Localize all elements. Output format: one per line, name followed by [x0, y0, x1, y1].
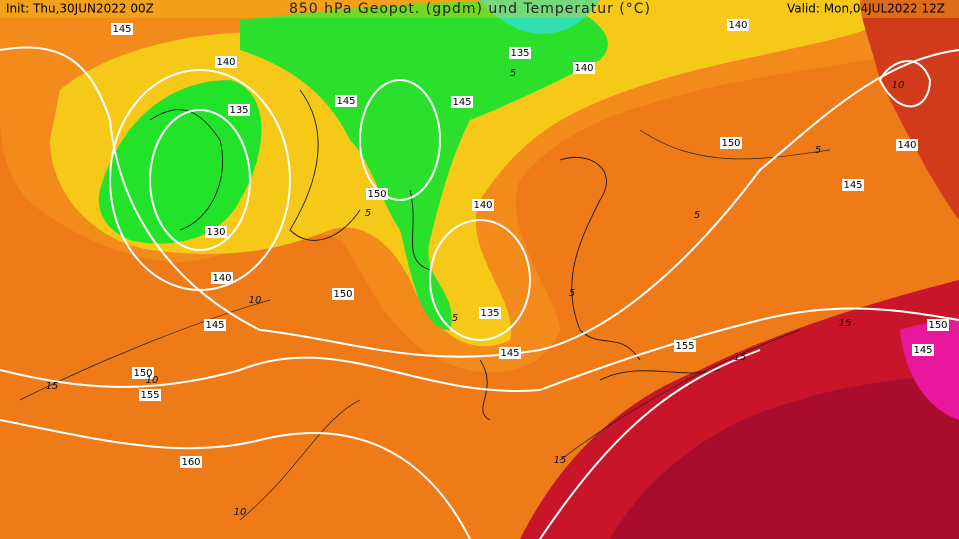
label-box — [509, 47, 531, 59]
isohypse — [0, 419, 471, 539]
init-time: Init: Thu,30JUN2022 00Z — [6, 2, 154, 16]
geopotential-label: 145 — [843, 180, 862, 191]
isohypse — [878, 60, 932, 108]
label-box — [205, 226, 227, 238]
label-box — [674, 340, 696, 352]
label-box — [727, 19, 749, 31]
temperature-label: 10 — [234, 507, 247, 518]
label-box — [451, 96, 473, 108]
label-box — [912, 344, 934, 356]
geopotential-label: 135 — [229, 105, 248, 116]
label-box — [204, 319, 226, 331]
geopotential-label: 140 — [216, 57, 235, 68]
isohypse — [0, 46, 959, 358]
map-title: 850 hPa Geopot. (gpdm) und Temperatur (°… — [289, 1, 651, 17]
isohypse — [149, 109, 251, 251]
label-box — [139, 389, 161, 401]
geopotential-label: 150 — [721, 138, 740, 149]
green-field — [98, 80, 262, 244]
label-box — [111, 23, 133, 35]
label-box — [842, 179, 864, 191]
label-box — [720, 137, 742, 149]
temperature-contour — [19, 129, 831, 521]
label-box — [228, 104, 250, 116]
geopotential-label: 140 — [473, 200, 492, 211]
hot-field — [610, 370, 959, 539]
geopotential-label: 140 — [212, 273, 231, 284]
geopotential-label: 145 — [336, 96, 355, 107]
label-box — [472, 199, 494, 211]
geopotential-label: 155 — [140, 390, 159, 401]
temperature-label: 10 — [249, 295, 262, 306]
label-box — [132, 367, 154, 379]
temperature-label: 5 — [694, 210, 700, 221]
temperature-label: 10 — [146, 375, 159, 386]
temperature-label: 5 — [510, 68, 516, 79]
green-field — [240, 0, 608, 330]
label-box — [896, 139, 918, 151]
temperature-label: 5 — [452, 313, 458, 324]
geopotential-label: 145 — [112, 24, 131, 35]
geopotential-label: 150 — [333, 289, 352, 300]
geopotential-label: 160 — [181, 457, 200, 468]
isohypse — [359, 79, 441, 201]
valid-time: Valid: Mon,04JUL2022 12Z — [787, 2, 945, 16]
label-box — [211, 272, 233, 284]
geopotential-contours — [0, 46, 959, 539]
isohypse — [0, 307, 959, 392]
label-box — [366, 188, 388, 200]
geopotential-label: 150 — [133, 368, 152, 379]
temperature-label: 15 — [46, 381, 59, 392]
geopotential-label: 145 — [913, 345, 932, 356]
temperature-label: 5 — [569, 288, 575, 299]
geopotential-label: 140 — [897, 140, 916, 151]
geopotential-label: 145 — [452, 97, 471, 108]
label-box — [180, 456, 202, 468]
geopotential-label: 135 — [510, 48, 529, 59]
label-box — [479, 307, 501, 319]
label-box — [927, 319, 949, 331]
label-box — [573, 62, 595, 74]
temperature-label: 10 — [892, 80, 905, 91]
label-box — [215, 56, 237, 68]
temperature-label: 15 — [734, 352, 747, 363]
contour-labels: 1451401351301401451501551601501451501451… — [46, 19, 949, 518]
temperature-label: 5 — [365, 208, 371, 219]
geopotential-label: 145 — [205, 320, 224, 331]
geopotential-label: 150 — [367, 189, 386, 200]
temperature-label: 15 — [554, 455, 567, 466]
geopotential-label: 145 — [500, 348, 519, 359]
isohypse — [539, 349, 761, 539]
geopotential-label: 130 — [206, 227, 225, 238]
geopotential-label: 140 — [728, 20, 747, 31]
cyan-field — [480, 0, 600, 34]
temperature-label: 15 — [839, 318, 852, 329]
geopotential-label: 150 — [928, 320, 947, 331]
geopotential-label: 135 — [480, 308, 499, 319]
geopotential-label: 140 — [574, 63, 593, 74]
label-box — [499, 347, 521, 359]
label-box — [332, 288, 354, 300]
label-box — [335, 95, 357, 107]
temperature-label: 5 — [815, 145, 821, 156]
isohypse — [429, 219, 531, 341]
yellow-field — [50, 0, 930, 347]
geopotential-label: 155 — [675, 341, 694, 352]
header-band — [0, 0, 959, 18]
coastline — [149, 89, 721, 421]
